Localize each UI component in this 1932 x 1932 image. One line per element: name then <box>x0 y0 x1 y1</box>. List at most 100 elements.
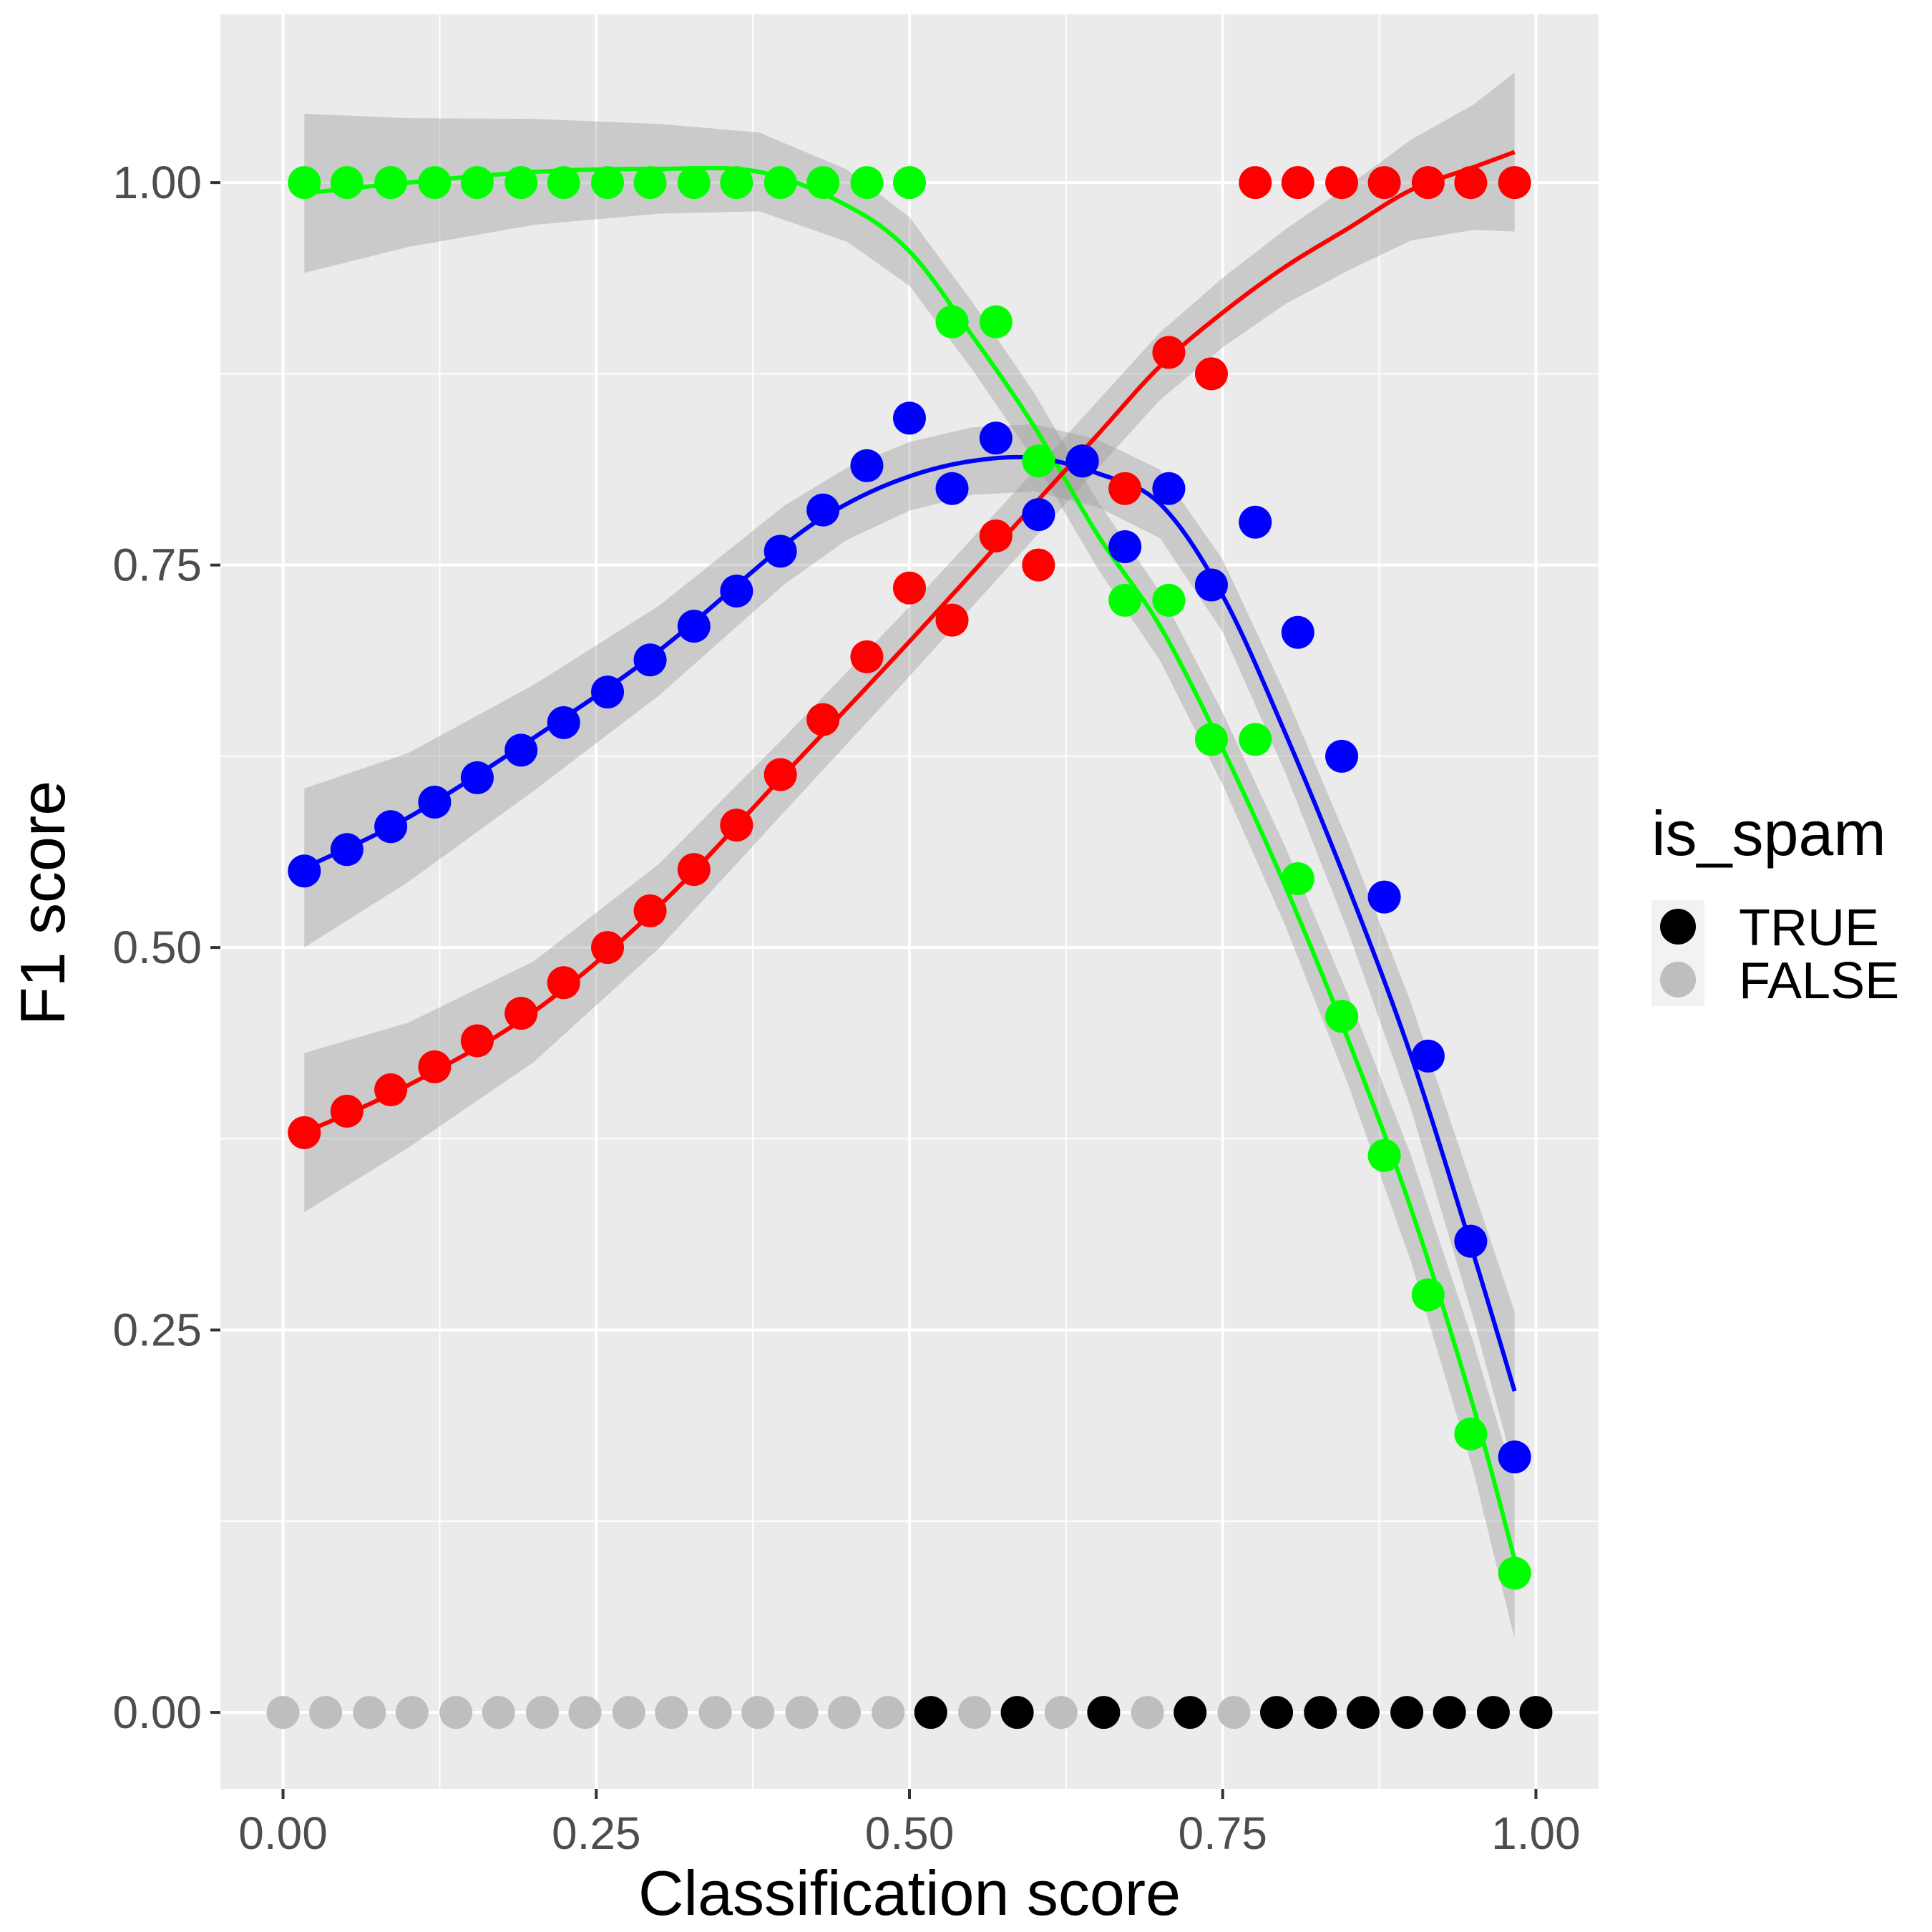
data-point <box>893 401 926 435</box>
data-point <box>1454 1418 1488 1450</box>
data-point <box>460 1024 494 1058</box>
baseline-points <box>266 1696 1553 1729</box>
y-tick-label: 0.50 <box>112 922 202 973</box>
data-point <box>504 733 538 767</box>
data-point <box>893 166 926 200</box>
baseline-point-false <box>568 1696 602 1729</box>
data-point <box>288 166 321 200</box>
legend: is_spam TRUE FALSE <box>1652 798 1899 1010</box>
data-point <box>591 166 625 200</box>
data-point <box>935 305 969 338</box>
baseline-point-false <box>395 1696 429 1729</box>
data-point <box>374 1073 408 1106</box>
baseline-point-false <box>309 1696 343 1729</box>
baseline-point-false <box>612 1696 645 1729</box>
data-point <box>374 810 408 844</box>
data-point <box>1367 166 1401 200</box>
data-point <box>763 166 797 200</box>
data-point <box>1239 166 1272 200</box>
x-axis: 0.00 0.25 0.50 0.75 1.00 <box>238 1789 1581 1859</box>
data-point <box>1367 880 1401 914</box>
baseline-point-false <box>958 1696 992 1729</box>
x-tick-label: 0.00 <box>238 1807 328 1859</box>
data-point <box>1281 862 1314 895</box>
y-tick-label: 1.00 <box>112 157 202 208</box>
data-point <box>1194 357 1228 391</box>
baseline-point-false <box>525 1696 559 1729</box>
data-point <box>591 675 625 709</box>
baseline-point-true <box>1346 1696 1380 1729</box>
data-point <box>1454 166 1488 200</box>
y-tick-label: 0.00 <box>112 1687 202 1738</box>
legend-title: is_spam <box>1652 798 1886 869</box>
y-axis: 0.00 0.25 0.50 0.75 1.00 <box>112 157 220 1738</box>
data-point <box>935 472 969 505</box>
data-point <box>547 706 580 739</box>
data-point <box>1411 166 1445 200</box>
data-point <box>979 305 1013 338</box>
data-point <box>418 166 452 200</box>
x-axis-title: Classification score <box>638 1858 1181 1928</box>
legend-swatch-true <box>1660 909 1696 945</box>
data-point <box>1194 568 1228 602</box>
data-point <box>763 535 797 568</box>
baseline-point-true <box>914 1696 947 1729</box>
data-point <box>330 1094 364 1128</box>
data-point <box>677 853 711 887</box>
data-point <box>1239 505 1272 539</box>
data-point <box>418 786 452 819</box>
baseline-point-false <box>266 1696 300 1729</box>
data-point <box>893 571 926 605</box>
data-point <box>720 166 753 200</box>
data-point <box>677 166 711 200</box>
data-point <box>1239 723 1272 756</box>
baseline-point-false <box>1217 1696 1251 1729</box>
data-point <box>547 966 580 1000</box>
baseline-point-true <box>1476 1696 1510 1729</box>
data-point <box>806 166 840 200</box>
data-point <box>1325 166 1359 200</box>
data-points <box>288 166 1531 1590</box>
data-point <box>850 640 884 673</box>
data-point <box>418 1050 452 1083</box>
x-tick-label: 0.25 <box>552 1807 641 1859</box>
data-point <box>288 1116 321 1149</box>
legend-swatch-false <box>1660 962 1696 997</box>
x-tick-label: 1.00 <box>1491 1807 1581 1859</box>
baseline-point-true <box>1000 1696 1034 1729</box>
legend-label-true: TRUE <box>1739 899 1879 957</box>
baseline-point-true <box>1390 1696 1424 1729</box>
baseline-point-false <box>655 1696 688 1729</box>
data-point <box>1152 336 1186 369</box>
data-point <box>850 166 884 200</box>
data-point <box>1281 166 1314 200</box>
data-point <box>288 854 321 888</box>
data-point <box>677 610 711 643</box>
data-point <box>1194 723 1228 756</box>
data-point <box>1498 166 1531 200</box>
baseline-point-false <box>785 1696 819 1729</box>
data-point <box>1022 444 1055 478</box>
baseline-point-true <box>1433 1696 1466 1729</box>
data-point <box>1152 472 1186 505</box>
baseline-point-false <box>741 1696 775 1729</box>
baseline-point-false <box>1044 1696 1078 1729</box>
data-point <box>1281 615 1314 649</box>
data-point <box>330 166 364 200</box>
data-point <box>1108 530 1142 563</box>
data-point <box>1108 472 1142 505</box>
baseline-point-true <box>1519 1696 1553 1729</box>
confidence-ribbon <box>304 113 1515 1639</box>
y-axis-title: F1 score <box>7 781 78 1025</box>
data-point <box>1065 444 1099 478</box>
data-point <box>547 166 580 200</box>
y-tick-label: 0.75 <box>112 540 202 591</box>
data-point <box>1411 1039 1445 1073</box>
data-point <box>1498 1556 1531 1590</box>
data-point <box>979 519 1013 553</box>
data-point <box>850 449 884 482</box>
baseline-point-true <box>1304 1696 1337 1729</box>
data-point <box>591 931 625 965</box>
baseline-point-true <box>1260 1696 1294 1729</box>
